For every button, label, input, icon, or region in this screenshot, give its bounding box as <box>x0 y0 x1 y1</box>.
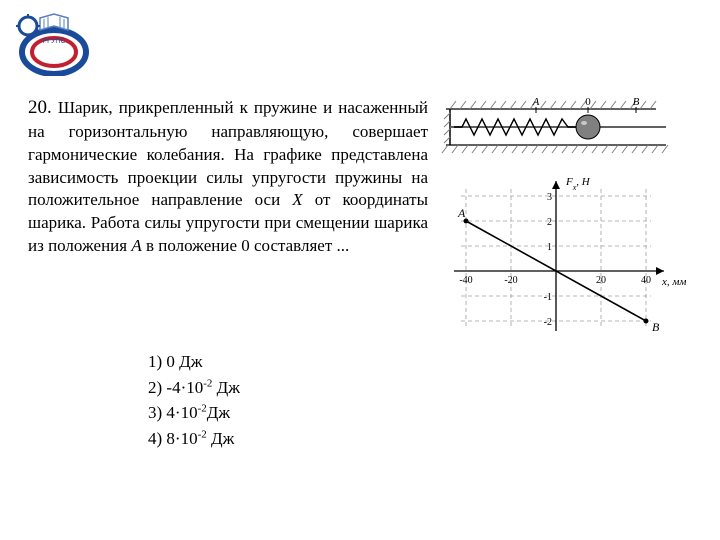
answer-tail: Дж <box>212 378 240 397</box>
diagram-label-a: A <box>532 96 540 108</box>
graph-xtick: 40 <box>641 275 651 286</box>
answer-tail: Дж <box>207 403 230 422</box>
answer-body: 0 Дж <box>166 352 202 371</box>
graph-ytick: 3 <box>547 192 552 203</box>
answer-option: 3) 4·10-2Дж <box>148 400 688 426</box>
answer-num: 3) <box>148 403 162 422</box>
graph-xlabel: x, мм <box>661 276 686 288</box>
graph-ytick: -1 <box>544 292 552 303</box>
diagram-label-b: B <box>633 96 640 108</box>
answer-exp: -2 <box>198 428 207 440</box>
answer-exp: -2 <box>198 402 207 414</box>
answer-num: 1) <box>148 352 162 371</box>
answer-option: 1) 0 Дж <box>148 349 688 375</box>
answer-option: 2) -4·10-2 Дж <box>148 375 688 401</box>
logo-text: РГУПС <box>43 38 66 45</box>
graph-xtick: 20 <box>596 275 606 286</box>
content-area: 20. Шарик, прикрепленный к пружине и нас… <box>28 95 688 451</box>
problem-text: 20. Шарик, прикрепленный к пружине и нас… <box>28 95 428 341</box>
answer-body: -4·10 <box>166 378 203 397</box>
graph-ytick: 1 <box>547 242 552 253</box>
answer-num: 4) <box>148 429 162 448</box>
problem-point-a: A <box>131 236 141 255</box>
problem-number: 20. <box>28 97 52 118</box>
graph-xtick: -20 <box>504 275 517 286</box>
answer-list: 1) 0 Дж 2) -4·10-2 Дж 3) 4·10-2Дж 4) 8·1… <box>148 349 688 451</box>
graph-point-a: A <box>457 206 466 220</box>
answer-tail: Дж <box>207 429 235 448</box>
graph-xtick: -40 <box>459 275 472 286</box>
university-logo: РГУПС <box>10 8 98 76</box>
force-graph: Fx, Н x, мм -40 -20 20 40 3 2 1 -1 -2 <box>436 171 686 341</box>
answer-num: 2) <box>148 378 162 397</box>
answer-body: 4·10 <box>166 403 197 422</box>
diagram-label-o: 0 <box>585 96 591 108</box>
spring-diagram: A 0 B <box>436 95 676 157</box>
graph-point-b: B <box>652 320 660 334</box>
answer-body: 8·10 <box>166 429 197 448</box>
problem-part-3: в положение 0 составляет ... <box>142 236 350 255</box>
graph-ytick: 2 <box>547 217 552 228</box>
graph-ytick: -2 <box>544 317 552 328</box>
problem-axis-x: X <box>292 190 302 209</box>
graph-ylabel: Fx, Н <box>565 176 591 192</box>
answer-option: 4) 8·10-2 Дж <box>148 426 688 452</box>
